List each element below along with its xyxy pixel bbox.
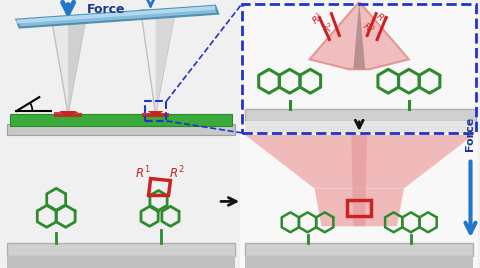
Text: $R^1$: $R^1$	[360, 19, 378, 36]
Bar	[142, 113, 145, 117]
Bar	[154, 113, 157, 117]
Bar	[70, 112, 74, 117]
Polygon shape	[51, 18, 86, 114]
Bar	[240, 2, 479, 135]
Bar	[242, 4, 477, 133]
Bar	[166, 113, 169, 117]
Polygon shape	[148, 111, 164, 117]
Bar	[78, 111, 82, 117]
Bar	[58, 113, 62, 117]
Polygon shape	[314, 188, 404, 226]
Bar	[145, 113, 150, 117]
Polygon shape	[16, 6, 218, 28]
Polygon shape	[7, 124, 235, 135]
Text: $R^1$: $R^1$	[135, 165, 150, 182]
Text: $R^2$: $R^2$	[321, 19, 338, 36]
Bar	[150, 113, 154, 117]
Polygon shape	[245, 243, 473, 256]
Polygon shape	[351, 135, 367, 226]
Polygon shape	[353, 2, 365, 69]
Polygon shape	[245, 121, 477, 133]
Text: $R^2$: $R^2$	[168, 165, 184, 182]
Bar	[240, 135, 479, 268]
Polygon shape	[245, 256, 473, 268]
Bar	[54, 113, 58, 117]
Text: $R^1$: $R^1$	[309, 9, 326, 27]
Bar	[161, 113, 166, 117]
Polygon shape	[245, 109, 477, 121]
Polygon shape	[310, 2, 409, 69]
Bar	[1, 135, 240, 268]
Bar	[66, 112, 70, 117]
Text: Force: Force	[86, 3, 125, 16]
Text: $R^2$: $R^2$	[373, 9, 391, 27]
Polygon shape	[16, 6, 215, 24]
Bar	[74, 113, 78, 117]
Polygon shape	[156, 10, 175, 114]
Polygon shape	[7, 243, 235, 256]
Text: Force: Force	[465, 117, 475, 151]
Polygon shape	[7, 256, 235, 268]
Polygon shape	[59, 111, 77, 117]
Polygon shape	[245, 135, 473, 188]
Bar	[1, 2, 240, 135]
Bar	[144, 101, 167, 121]
Polygon shape	[68, 18, 86, 114]
Polygon shape	[10, 114, 232, 126]
Bar	[62, 112, 66, 117]
Polygon shape	[141, 10, 175, 114]
Bar	[157, 113, 161, 117]
